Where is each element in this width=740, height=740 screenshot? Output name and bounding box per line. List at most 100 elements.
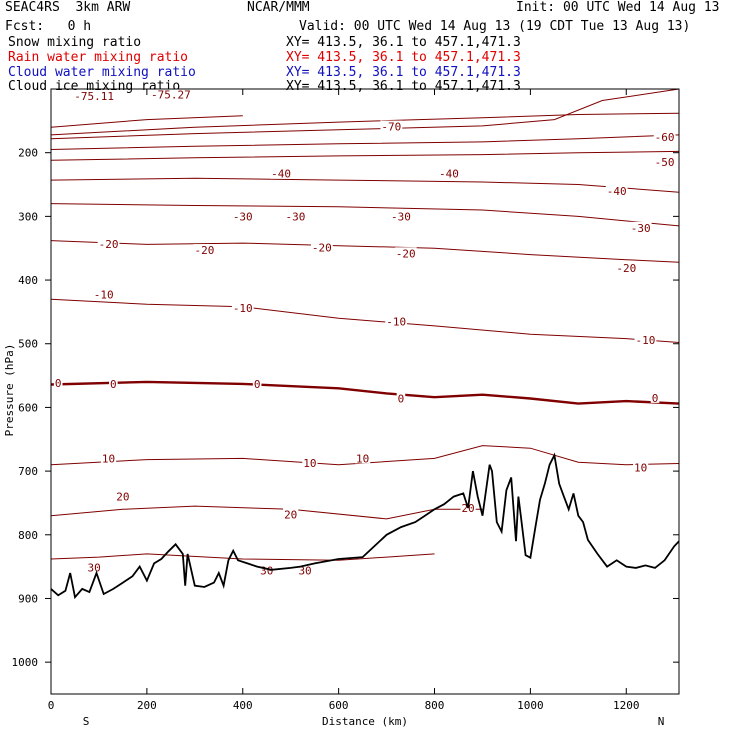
isotherm-label: 20 (284, 508, 297, 521)
x-tick-label: 800 (425, 699, 445, 712)
isotherm-label: -30 (391, 210, 411, 223)
isotherm-line (50, 505, 483, 520)
isotherm-label: 0 (398, 393, 405, 406)
isotherm-label: 0 (652, 392, 659, 405)
isotherm-label-bg (297, 564, 313, 576)
x-tick-label: 1000 (517, 699, 544, 712)
terrain-profile (50, 452, 680, 600)
isotherm-line (50, 445, 680, 466)
x-tick-label: 600 (329, 699, 349, 712)
isotherm-line (50, 240, 680, 263)
isotherm-line (50, 115, 243, 128)
isotherm-label: -30 (233, 210, 253, 223)
isotherm-line (50, 88, 680, 140)
isotherm-label-bg (252, 377, 262, 389)
y-tick-label: 700 (18, 465, 38, 478)
isotherm-label-bg (396, 392, 406, 404)
y-tick-label: 500 (18, 338, 38, 351)
isotherm-line (50, 177, 680, 193)
isotherm-label-bg (385, 315, 408, 327)
isotherm-line (50, 298, 680, 343)
field-rain-name: Rain water mixing ratio (8, 50, 189, 65)
init-label: Init: 00 UTC Wed 14 Aug 13 (516, 0, 720, 15)
y-axis-label: Pressure (hPa) (3, 344, 16, 437)
isotherm-label: -20 (312, 242, 332, 255)
y-tick-label: 300 (18, 210, 38, 223)
isotherm-label: -10 (386, 315, 406, 328)
isotherm-label-bg (283, 508, 299, 520)
isotherm-label-bg (634, 333, 657, 345)
isotherm-label: -20 (99, 238, 119, 251)
isotherm-label: -50 (655, 156, 675, 169)
isotherm-label-bg (109, 377, 118, 389)
field-snow-name: Snow mixing ratio (8, 35, 142, 50)
isotherm-label-bg (284, 210, 307, 222)
isotherm-label: -30 (286, 210, 306, 223)
isotherm-label: -40 (439, 168, 459, 181)
field-cloud-water-name: Cloud water mixing ratio (8, 65, 196, 80)
center-label: NCAR/MMM (247, 0, 310, 15)
isotherm-label: -40 (271, 168, 291, 181)
isotherm-label: -70 (381, 121, 401, 134)
isotherm-line (50, 203, 680, 227)
isotherm-label-bg (100, 452, 117, 464)
isotherm-label-bg (437, 167, 460, 179)
isotherm-label: -20 (616, 262, 636, 275)
x-tick-label: 200 (137, 699, 157, 712)
field-snow-xy: XY= 413.5, 36.1 to 457.1,471.3 (286, 35, 521, 50)
isotherm-label-bg (629, 221, 652, 233)
isotherm-label-bg (390, 210, 412, 222)
isotherm-label: 0 (254, 378, 261, 391)
isotherm-contours: -75.11 -75.27 -70 -60 -50 -40 -40 -40 -30 -30 -30 -… (50, 88, 680, 577)
plot-frame (50, 88, 680, 695)
isotherm-label: -20 (194, 244, 214, 257)
x-tick-label: 0 (48, 699, 55, 712)
isotherm-label: -60 (655, 131, 675, 144)
isotherm-label: -10 (94, 289, 114, 302)
y-tick-label: 800 (18, 529, 38, 542)
y-tick-label: 1000 (12, 656, 39, 669)
isotherm-label-bg (653, 156, 676, 168)
isotherm-line (50, 134, 680, 150)
x-tick-label: 400 (233, 699, 253, 712)
isotherm-label-bg (633, 461, 649, 473)
isotherm-label-bg (73, 90, 115, 102)
axis-ticks: 0 200 400 600 800 1000 12002003004005006007008… (12, 89, 679, 712)
field-rain-xy: XY= 413.5, 36.1 to 457.1,471.3 (286, 50, 521, 65)
isotherm-label: -10 (233, 302, 253, 315)
isotherm-label: -40 (607, 185, 627, 198)
isotherm-label-bg (231, 210, 254, 222)
terrain-line (50, 452, 680, 600)
isotherm-line (50, 112, 680, 136)
isotherm-label: -30 (631, 222, 651, 235)
isotherm-label: 0 (55, 377, 62, 390)
isotherm-label-bg (380, 120, 403, 132)
isotherm-label-bg (310, 241, 333, 253)
y-tick-label: 400 (18, 274, 38, 287)
isotherm-label-bg (97, 237, 120, 249)
isotherm-label: 30 (298, 564, 311, 577)
isotherm-label: 10 (634, 461, 647, 474)
isotherm-label-bg (259, 564, 275, 576)
isotherm-label-bg (86, 561, 102, 573)
isotherm-line (50, 380, 680, 405)
north-end-label: N (658, 715, 665, 728)
isotherm-label-bg (231, 302, 254, 314)
isotherm-label-bg (355, 452, 371, 464)
isotherm-label-bg (193, 244, 216, 256)
isotherm-line (50, 150, 680, 161)
isotherm-label: 10 (102, 452, 115, 465)
isotherm-label-bg (653, 130, 676, 142)
isotherm-label-bg (115, 490, 131, 502)
isotherm-line (50, 553, 435, 561)
isotherm-label-bg (270, 167, 293, 179)
isotherm-label: 10 (303, 457, 316, 470)
isotherm-label-bg (302, 456, 318, 468)
isotherm-label-bg (650, 391, 660, 403)
y-tick-label: 600 (18, 401, 38, 414)
isotherm-label: 10 (356, 452, 369, 465)
field-cloud-ice-xy: XY= 413.5, 36.1 to 457.1,471.3 (286, 79, 521, 94)
x-tick-label: 1200 (613, 699, 640, 712)
isotherm-label: 0 (110, 378, 117, 391)
